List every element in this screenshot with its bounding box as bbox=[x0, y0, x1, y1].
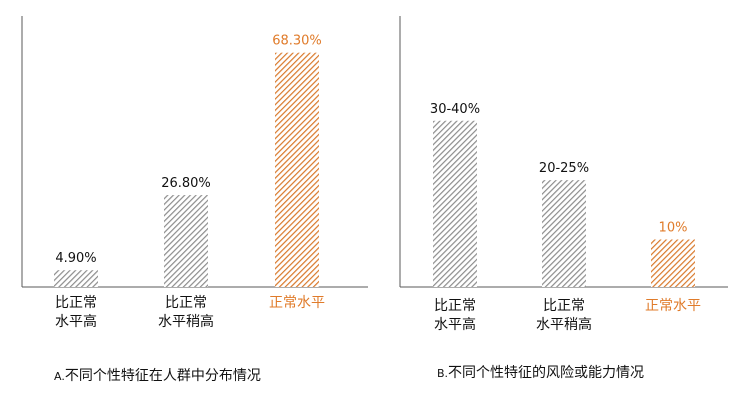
chart-b-category-label-3: 正常水平 bbox=[645, 298, 701, 314]
chart-a-bar-2 bbox=[164, 195, 208, 287]
chart-b-category-label-1: 比正常水平高 bbox=[434, 298, 476, 333]
chart-b-bar-1 bbox=[433, 120, 477, 287]
chart-b-bar-3 bbox=[651, 239, 695, 287]
chart-b-bar-2 bbox=[542, 180, 586, 287]
chart-a: 4.90% 比正常水平高 26.80% 比正常水平稍高 68.30% 正常水平 A.不同个… bbox=[21, 16, 368, 384]
chart-a-value-label-1: 4.90% bbox=[55, 251, 96, 266]
chart-a-caption: A.不同个性特征在人群中分布情况 bbox=[54, 368, 261, 384]
chart-a-category-label-1: 比正常水平高 bbox=[55, 295, 97, 330]
chart-b-value-label-3: 10% bbox=[659, 221, 688, 236]
chart-b-caption: B.不同个性特征的风险或能力情况 bbox=[437, 365, 644, 381]
chart-a-value-label-3: 68.30% bbox=[272, 34, 322, 49]
chart-b-bars: 30-40% 比正常水平高 20-25% 比正常水平稍高 10% 正常水平 bbox=[430, 102, 701, 333]
chart-b-value-label-2: 20-25% bbox=[539, 161, 589, 176]
chart-b-category-label-2: 比正常水平稍高 bbox=[536, 298, 592, 333]
chart-a-bar-1 bbox=[54, 270, 98, 287]
chart-a-value-label-2: 26.80% bbox=[161, 176, 211, 191]
chart-a-category-label-2: 比正常水平稍高 bbox=[158, 295, 214, 330]
chart-b: 30-40% 比正常水平高 20-25% 比正常水平稍高 10% 正常水平 B.不同个性特… bbox=[399, 16, 728, 381]
chart-b-value-label-1: 30-40% bbox=[430, 102, 480, 117]
chart-a-bar-3 bbox=[275, 52, 319, 287]
chart-a-bars: 4.90% 比正常水平高 26.80% 比正常水平稍高 68.30% 正常水平 bbox=[54, 34, 325, 330]
chart-a-category-label-3: 正常水平 bbox=[269, 295, 325, 311]
